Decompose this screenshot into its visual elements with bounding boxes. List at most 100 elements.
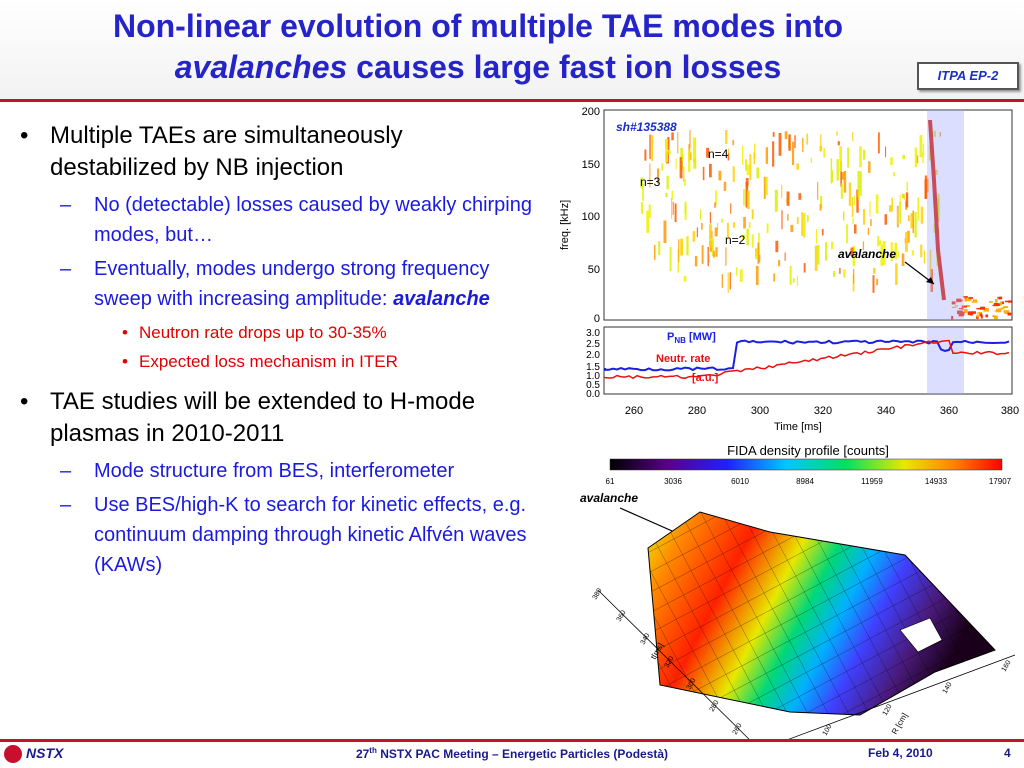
neutron-rate-unit: [a.u.] [692, 372, 719, 384]
mode-n2-label: n=2 [725, 233, 746, 247]
spectrogram-streak [746, 164, 750, 175]
spectrogram-streak [803, 213, 806, 238]
spectrogram-streak [651, 135, 654, 161]
spectrogram-streak [725, 247, 727, 266]
spectrogram-streak [836, 131, 838, 136]
timetrace-avalanche-band [927, 327, 964, 394]
bullet-2: • TAE studies will be extended to H-mode … [20, 388, 476, 447]
spectrogram-streak [654, 245, 656, 260]
fida-left-tick-300: 300 [686, 677, 698, 691]
bullet-1: • Multiple TAEs are simultaneously destab… [20, 122, 403, 181]
spectrogram-streak [859, 146, 862, 168]
tt-xtick-320: 320 [814, 405, 832, 417]
spectrogram-streak [819, 145, 823, 152]
cbar-tick-8984: 8984 [796, 477, 814, 486]
spectrogram-streak [839, 267, 841, 274]
spectrogram-streak [802, 137, 804, 153]
fida-left-tick-380: 380 [592, 587, 604, 601]
spectrogram-streak [680, 238, 684, 256]
spec-ytick-100: 100 [582, 211, 600, 223]
spectrogram-streak [831, 241, 834, 250]
spectrogram-streak [914, 211, 917, 238]
spectrogram-streak [732, 166, 735, 182]
spectrogram-streak [810, 157, 813, 164]
spectrogram-streak [796, 275, 799, 287]
spectrogram-streak [743, 189, 745, 206]
spectrogram-streak [908, 215, 910, 222]
spectrogram-streak [784, 252, 786, 261]
spectrogram-streak [836, 159, 839, 181]
footer-divider [0, 739, 1024, 742]
spectrogram-streak [742, 145, 744, 165]
spectrogram-streak [692, 137, 696, 163]
mode-n4-label: n=4 [708, 147, 729, 161]
spectrogram-y-axis: 200 150 100 50 0 freq. [kHz] [559, 106, 600, 325]
fida-colorbar-ticks: 61 3036 6010 8984 11959 14933 17907 [606, 477, 1012, 486]
cbar-tick-14933: 14933 [925, 477, 948, 486]
spectrogram-streak [754, 143, 756, 159]
spectrogram-streak [933, 130, 936, 137]
spectrogram-streak [681, 154, 684, 162]
spectrogram-streak [893, 171, 895, 177]
bullet-list: • Multiple TAEs are simultaneously destab… [12, 120, 532, 584]
spectrogram-streak [806, 215, 809, 222]
spectrogram-streak [935, 169, 938, 175]
spectrogram-streak [726, 222, 729, 239]
spectrogram-streak [919, 135, 923, 158]
spectrogram-streak [891, 197, 893, 212]
fida-left-tick-360: 360 [616, 609, 628, 623]
spectrogram-streak [912, 210, 914, 234]
spectrogram-streak [729, 272, 731, 290]
spectrogram-streak [847, 147, 850, 168]
spec-ytick-0: 0 [594, 313, 600, 325]
spectrogram-streak [992, 304, 998, 307]
spectrogram-streak [911, 250, 914, 256]
tt-ytick-2.5: 2.5 [586, 339, 600, 350]
spectrogram-streak [872, 275, 875, 293]
spectrogram-streak [757, 242, 760, 264]
spectrogram-streak [968, 297, 974, 299]
header-divider [0, 99, 1024, 102]
spectrogram-streak [910, 213, 913, 229]
spectrogram-streak [842, 211, 845, 221]
spectrogram-streak [920, 244, 923, 258]
fida-left-tick-280: 280 [709, 699, 721, 713]
spectrogram-streak [820, 195, 823, 209]
spectrogram-streak [848, 182, 852, 206]
fida-3d-surface [647, 511, 996, 716]
page-number: 4 [1004, 746, 1011, 760]
spectrogram-streak [902, 155, 905, 160]
spectrogram-streak [640, 177, 644, 189]
spectrogram-streak [961, 311, 965, 316]
spectrogram-streak [862, 241, 865, 251]
spectrogram-streak [681, 242, 683, 255]
spectrogram-streak [929, 249, 932, 275]
spectrogram-streak [899, 201, 902, 224]
spectrogram-streak [742, 234, 745, 239]
spectrogram-streak [789, 266, 792, 285]
spectrogram-streak [837, 141, 840, 146]
spectrogram-streak [963, 296, 968, 298]
spectrogram-streak [905, 232, 908, 252]
spectrogram-streak [964, 309, 968, 313]
spectrogram-streak [875, 194, 879, 214]
spectrogram-streak [964, 298, 970, 302]
spectrogram-streak [857, 171, 860, 197]
bullet-2-sub-2: – Use BES/high-K to search for kinetic ef… [60, 494, 527, 576]
spectrogram-streak [758, 254, 761, 263]
spectrogram-streak [787, 214, 789, 221]
spectrogram-streak [644, 149, 647, 161]
spectrogram-streak [859, 171, 862, 196]
spectrogram-streak [852, 245, 855, 266]
spectrogram-streak [878, 240, 882, 246]
spectrogram-streak [907, 230, 910, 243]
fida-left-tick-320: 320 [664, 655, 676, 669]
spectrogram-streak [715, 247, 718, 257]
spectrogram-streak [778, 133, 782, 156]
spec-avalanche-arrowhead [926, 277, 934, 284]
spectrogram-streak [732, 222, 736, 228]
spectrogram-streak [868, 161, 871, 173]
spectrogram-streak [957, 310, 963, 315]
spec-avalanche-label: avalanche [838, 247, 896, 261]
spectrogram-streak [951, 301, 956, 305]
